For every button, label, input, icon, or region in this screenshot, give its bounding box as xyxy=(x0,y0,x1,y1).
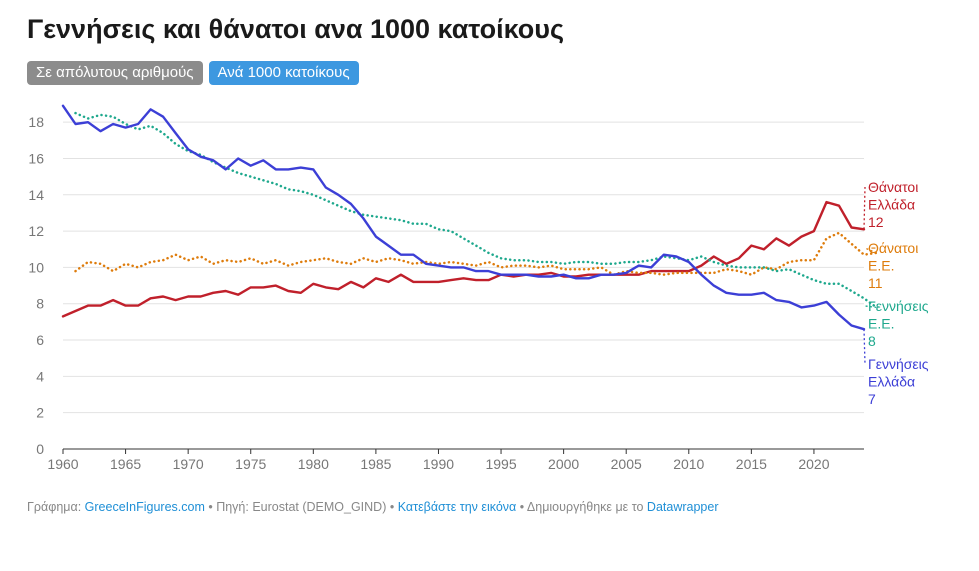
series-end-value-births_eu: 8 xyxy=(868,333,876,349)
y-tick-label: 16 xyxy=(28,150,44,166)
x-tick-label: 2005 xyxy=(611,456,642,472)
absolute-numbers-button[interactable]: Σε απόλυτους αριθμούς xyxy=(27,61,203,85)
series-label-deaths_eu: Θάνατοι xyxy=(868,240,918,256)
datawrapper-link[interactable]: Datawrapper xyxy=(646,500,719,514)
x-tick-label: 1975 xyxy=(235,456,266,472)
label-connector-births_eu xyxy=(864,305,877,309)
x-tick-label: 1960 xyxy=(47,456,78,472)
chart-title: Γεννήσεις και θάνατοι ανα 1000 κατοίκους xyxy=(27,14,564,44)
source-text: • Πηγή: Eurostat (DEMO_GIND) • xyxy=(208,500,395,514)
label-connector-births_gr xyxy=(863,329,866,365)
series-line-births_gr xyxy=(61,104,866,331)
x-tick-label: 1965 xyxy=(110,456,141,472)
y-tick-label: 18 xyxy=(28,114,44,130)
series-end-value-births_gr: 7 xyxy=(868,391,876,407)
x-tick-label: 1985 xyxy=(360,456,391,472)
greeceinfigures-link[interactable]: GreeceInFigures.com xyxy=(84,500,205,514)
x-tick-label: 2010 xyxy=(673,456,704,472)
x-tick-label: 2020 xyxy=(798,456,829,472)
y-tick-label: 12 xyxy=(28,223,44,239)
series-label-deaths_eu: Ε.Ε. xyxy=(868,258,894,274)
series-line-births_eu xyxy=(74,111,878,309)
footer: Γράφημα: GreeceInFigures.com • Πηγή: Eur… xyxy=(27,500,719,514)
series-line-deaths_gr xyxy=(61,200,866,318)
y-tick-label: 0 xyxy=(36,441,44,457)
series-label-births_eu: Ε.Ε. xyxy=(868,316,894,332)
y-tick-label: 4 xyxy=(36,368,44,384)
made-with-text: • Δημιουργήθηκε με το xyxy=(519,500,644,514)
line-chart: 0 2 4 6 8 10 12 14 16 18 1960 1965 1970 1975 1980 1985 1… xyxy=(28,104,929,472)
x-tick-label: 1980 xyxy=(298,456,329,472)
series-label-deaths_gr: Ελλάδα xyxy=(868,197,915,213)
series-label-births_gr: Γεννήσεις xyxy=(868,356,929,372)
x-tick-label: 2000 xyxy=(548,456,579,472)
chart-by-label: Γράφημα: xyxy=(27,500,82,514)
x-tick-label: 1970 xyxy=(173,456,204,472)
x-tick-label: 1990 xyxy=(423,456,454,472)
y-tick-label: 10 xyxy=(28,259,44,275)
y-tick-label: 2 xyxy=(36,405,44,421)
series-label-deaths_gr: Θάνατοι xyxy=(868,179,918,195)
series-end-value-deaths_gr: 12 xyxy=(868,214,884,230)
x-tick-label: 1995 xyxy=(485,456,516,472)
y-tick-label: 6 xyxy=(36,332,44,348)
y-tick-label: 8 xyxy=(36,296,44,312)
label-connector-deaths_eu xyxy=(864,247,877,254)
series-end-value-deaths_eu: 11 xyxy=(868,275,883,291)
series-line-deaths_eu xyxy=(74,231,878,276)
label-connector-deaths_gr xyxy=(863,186,866,230)
y-tick-label: 14 xyxy=(28,187,44,203)
per-1000-button[interactable]: Ανά 1000 κατοίκους xyxy=(208,61,359,85)
x-tick-label: 2015 xyxy=(736,456,767,472)
series-label-births_eu: Γεννήσεις xyxy=(868,298,929,314)
series-label-births_gr: Ελλάδα xyxy=(868,374,915,390)
view-toggle-group: Σε απόλυτους αριθμούς Ανά 1000 κατοίκους xyxy=(27,61,359,85)
download-image-link[interactable]: Κατεβάστε την εικόνα xyxy=(397,500,517,514)
